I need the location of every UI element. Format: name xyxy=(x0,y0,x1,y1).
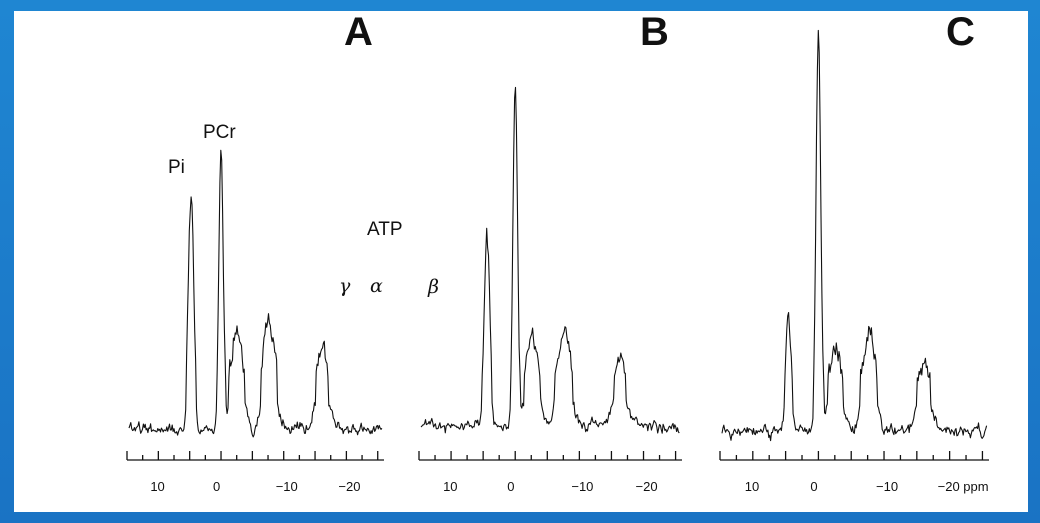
spectrum-trace-c xyxy=(721,29,988,442)
x-tick-label: −20 xyxy=(636,479,658,494)
x-tick-label: −20 xyxy=(338,479,360,494)
x-tick-label: 0 xyxy=(213,479,220,494)
x-tick-label: −10 xyxy=(276,479,298,494)
x-tick-label: 10 xyxy=(443,479,457,494)
peak-annotation: PCr xyxy=(203,122,236,143)
x-tick-label: 10 xyxy=(150,479,164,494)
peak-annotation: ATP xyxy=(367,219,403,240)
x-tick-label: 0 xyxy=(810,479,817,494)
spectrum-trace-a xyxy=(128,149,383,438)
x-tick-label: −10 xyxy=(571,479,593,494)
peak-annotation: Pi xyxy=(168,157,185,178)
panel-letter-c: C xyxy=(946,11,975,54)
peak-annotation: α xyxy=(370,275,383,297)
x-tick-label: 0 xyxy=(507,479,514,494)
figure-frame: A 10 0 −10 −20 Pi PCr ATP γ α β B 10 0 −10 −20 C 10 0 −10 −2… xyxy=(14,11,1028,512)
x-tick-label: −20 ppm xyxy=(938,479,989,494)
panel-letter-b: B xyxy=(640,11,669,54)
panel-letter-a: A xyxy=(344,11,373,54)
peak-annotation: β xyxy=(427,276,439,298)
nmr-spectra-figure: A 10 0 −10 −20 Pi PCr ATP γ α β B 10 0 −10 −20 C 10 0 −10 −2… xyxy=(126,11,989,494)
spectrum-trace-b xyxy=(420,86,680,434)
x-tick-label: −10 xyxy=(876,479,898,494)
peak-annotation: γ xyxy=(339,275,351,297)
x-tick-label: 10 xyxy=(745,479,759,494)
